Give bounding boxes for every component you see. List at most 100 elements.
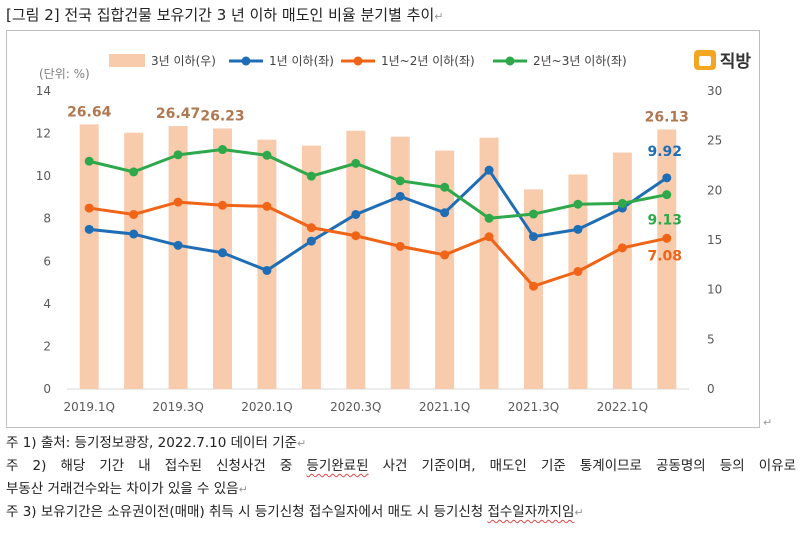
series-point [306,223,316,233]
series-point [395,241,405,251]
x-tick-label: 2019.1Q [63,400,114,414]
series-point [173,240,183,250]
series-point [306,171,316,181]
series-line [89,168,668,272]
series-point [262,150,272,160]
series-point [218,200,227,210]
series-point [662,190,672,200]
footnote-2-text-b: 사건 기준이며, 매도인 기준 통계이므로 공동명의 등의 이유로 [368,458,796,474]
footnote-1: 주 1) 출처: 등기정보광장, 2022.7.10 데이터 기준↵ [6,432,796,455]
series-point [84,224,94,234]
series-point [617,198,627,208]
legend-label: 1년 이하(좌) [269,54,334,68]
x-tick-label: 2020.1Q [241,400,292,414]
y-left-tick-label: 2 [43,339,51,353]
paragraph-mark-icon: ↵ [434,10,444,23]
chart-container: 0 2 4 6 8 10 12 14 0 5 10 15 20 25 30 (단위: %) 2019.1Q 201… [6,30,760,428]
bar-data-label: 26.64 [67,104,112,120]
bar-data-label: 26.47 [156,106,200,122]
footnote-3: 주 3) 보유기간은 소유권이전(매매) 취득 시 등기신청 접수일자에서 매도… [6,501,796,524]
chart-svg: 0 2 4 6 8 10 12 14 0 5 10 15 20 25 30 (단위: %) 2019.1Q 201… [36,54,722,414]
bar [301,145,321,389]
series-point [306,236,316,246]
series-point [529,232,538,242]
series-point [440,182,450,192]
bar [257,139,277,389]
series-point [484,165,494,175]
series-point [662,173,672,183]
legend-label: 1년~2년 이하(좌) [381,54,475,68]
series-point [84,156,94,166]
footnotes: 주 1) 출처: 등기정보광장, 2022.7.10 데이터 기준↵ 주 2) … [6,432,796,524]
legend-swatch-point [241,56,251,66]
y-right-tick-label: 5 [707,332,715,346]
legend-swatch-bar [109,54,145,67]
footnote-2-text-a: 주 2) 해당 기간 내 접수된 신청사건 중 [6,458,307,474]
house-icon [693,49,716,70]
footnote-2: 주 2) 해당 기간 내 접수된 신청사건 중 등기완료된 사건 기준이며, 매… [6,455,796,478]
x-tick-label: 2019.3Q [152,400,203,414]
series-point [262,265,272,275]
y-left-tick-label: 8 [43,212,51,226]
series-end-label: 9.92 [648,144,683,160]
bar [79,124,99,389]
series-point [218,248,227,258]
series-point [84,203,94,213]
series-point [129,209,139,219]
figure-title: [그림 2] 전국 집합건물 보유기간 3 년 이하 매도인 비율 분기별 추이… [6,4,443,25]
bar [213,128,232,389]
y-right-tick-label: 10 [707,283,722,297]
bar [168,126,188,389]
y-left-tick-label: 4 [43,297,51,311]
legend-swatch-point [505,56,515,66]
logo-text: 직방 [719,52,751,72]
series-point [351,158,361,168]
series-point [529,209,538,219]
series-line [89,200,668,288]
series-point [573,199,583,209]
legend-label: 2년~3년 이하(좌) [533,54,627,68]
y-left-tick-label: 14 [36,84,51,98]
series-point [662,233,672,243]
series-point [351,231,361,241]
series-point [617,243,627,253]
legend-swatch-point [353,56,363,66]
series-end-label: 7.08 [648,248,683,264]
paragraph-mark-icon: ↵ [238,483,248,496]
footnote-3-text: 주 3) 보유기간은 소유권이전(매매) 취득 시 등기신청 접수일자에서 매도… [6,504,488,520]
zigbang-logo: 직방 [693,47,751,72]
series-line [88,148,668,220]
series-point [351,209,361,219]
series-point [440,250,450,260]
paragraph-mark-icon: ↵ [297,437,307,450]
bar [346,130,366,389]
footnote-3-underlined: 접수일자까지임 [487,504,575,520]
series-point [529,281,538,291]
y-left-tick-label: 0 [43,382,51,396]
paragraph-mark-icon: ↵ [763,416,773,429]
series-point [573,224,583,234]
series-point [573,267,583,277]
series-point [173,197,183,207]
x-tick-label: 2020.3Q [330,400,381,414]
bar [479,137,499,389]
series-end-label: 9.13 [648,213,683,229]
unit-label: (단위: %) [39,67,90,81]
footnote-2-cont-text: 부동산 거래건수와는 차이가 있을 수 있음 [6,481,239,497]
bar-data-label: 26.23 [200,108,244,124]
x-tick-label: 2021.3Q [508,400,559,414]
bar [390,136,410,389]
x-tick-label: 2022.1Q [597,400,648,414]
footnote-2-continued: 부동산 거래건수와는 차이가 있을 수 있음↵ [6,478,796,501]
series-point [484,232,494,242]
y-right-tick-label: 30 [707,84,722,98]
series-point [395,191,405,201]
bar [124,132,144,389]
bar-data-label: 26.13 [645,109,689,125]
y-right-tick-label: 15 [707,233,722,247]
series-point [395,176,405,186]
y-right-tick-label: 20 [707,183,722,197]
series-point [262,201,272,211]
y-left-tick-label: 12 [36,127,51,141]
x-tick-label: 2021.1Q [419,400,470,414]
